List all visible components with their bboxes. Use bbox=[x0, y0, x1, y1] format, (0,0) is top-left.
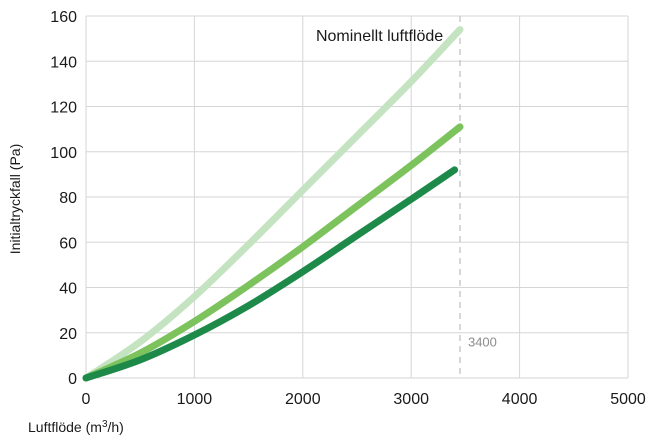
y-tick-label: 60 bbox=[59, 235, 77, 252]
x-tick-label: 0 bbox=[82, 391, 91, 408]
y-tick-label: 120 bbox=[50, 100, 77, 117]
y-tick-label: 40 bbox=[59, 281, 77, 298]
y-tick-label: 0 bbox=[68, 371, 77, 388]
y-tick-label: 160 bbox=[50, 9, 77, 26]
y-tick-label: 100 bbox=[50, 145, 77, 162]
x-axis-label-tail: /h) bbox=[108, 419, 124, 435]
y-tick-label: 20 bbox=[59, 326, 77, 343]
y-tick-label: 140 bbox=[50, 54, 77, 71]
x-tick-label: 2000 bbox=[285, 391, 321, 408]
y-tick-label: 80 bbox=[59, 190, 77, 207]
x-tick-label: 5000 bbox=[610, 391, 646, 408]
x-tick-labels: 0 1000 2000 3000 4000 5000 bbox=[82, 391, 646, 408]
x-tick-label: 4000 bbox=[502, 391, 538, 408]
x-tick-label: 3000 bbox=[393, 391, 429, 408]
reference-line-label: Nominellt luftflöde bbox=[316, 28, 443, 45]
reference-line-value-label: 3400 bbox=[468, 334, 497, 349]
x-axis-label: Luftflöde (m3/h) bbox=[28, 419, 124, 435]
series-lines bbox=[82, 26, 464, 382]
x-axis-label-main: Luftflöde (m bbox=[28, 419, 102, 435]
y-tick-labels: 0 20 40 60 80 100 120 140 160 bbox=[50, 9, 77, 388]
x-tick-label: 1000 bbox=[177, 391, 213, 408]
grid bbox=[85, 15, 629, 379]
series-line-2 bbox=[82, 123, 464, 382]
x-axis-label-superscript: 3 bbox=[102, 419, 108, 430]
series-line-1 bbox=[82, 26, 464, 382]
series-line-3 bbox=[82, 166, 459, 382]
y-axis-label: Initialtryckfall (Pa) bbox=[7, 144, 23, 254]
